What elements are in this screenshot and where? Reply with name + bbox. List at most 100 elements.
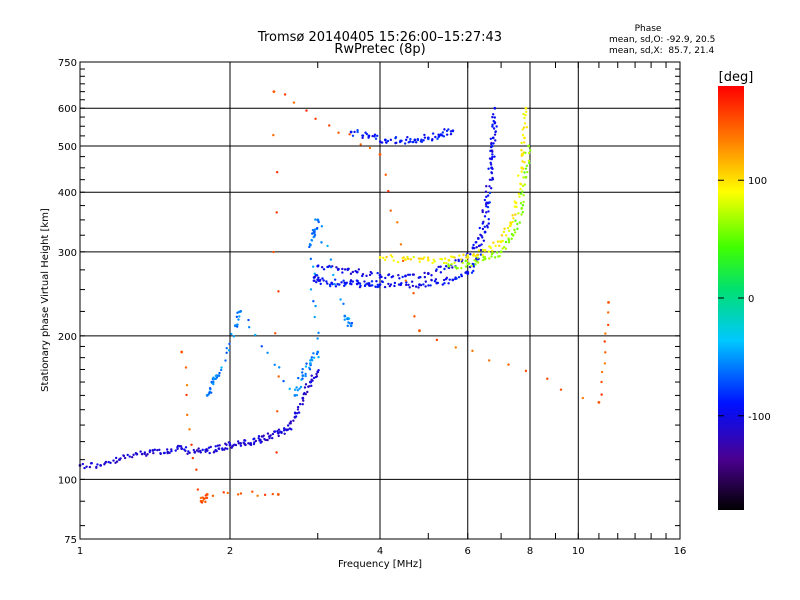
data-point <box>351 270 355 274</box>
data-point <box>485 211 488 214</box>
data-point <box>490 149 494 152</box>
data-point <box>275 451 278 454</box>
data-point <box>411 140 414 144</box>
data-point <box>439 265 442 268</box>
data-point <box>448 278 451 281</box>
data-point <box>221 448 224 451</box>
data-point <box>228 342 231 346</box>
chart-title: Tromsø 20140405 15:26:00–15:27:43 <box>257 30 502 45</box>
data-point <box>204 500 207 504</box>
data-point <box>499 250 503 254</box>
data-point <box>413 138 417 142</box>
data-point <box>381 280 384 284</box>
data-point <box>447 128 450 131</box>
data-point <box>304 365 308 368</box>
data-point <box>244 443 247 447</box>
data-point <box>263 493 267 497</box>
data-point <box>498 254 501 258</box>
data-point <box>301 371 304 374</box>
data-point <box>444 264 448 268</box>
data-point <box>439 271 443 274</box>
data-point <box>445 261 448 265</box>
data-point <box>481 248 485 252</box>
data-point <box>487 359 491 362</box>
data-point <box>130 455 134 459</box>
data-point <box>308 242 312 246</box>
data-point <box>349 130 353 134</box>
data-point <box>490 141 493 145</box>
data-point <box>166 451 169 455</box>
data-point <box>524 106 528 110</box>
data-point <box>293 394 297 397</box>
data-point <box>215 449 218 453</box>
data-point <box>480 243 483 246</box>
data-point <box>358 282 362 285</box>
data-point <box>349 272 353 275</box>
stats-line-x: mean, sd,X: 85.7, 21.4 <box>609 46 715 56</box>
data-point <box>493 133 497 136</box>
data-point <box>404 258 407 261</box>
data-point <box>432 258 435 261</box>
data-point <box>406 273 410 277</box>
data-point <box>523 161 526 164</box>
data-point <box>367 136 370 139</box>
data-point <box>313 228 317 231</box>
data-point <box>107 460 110 464</box>
data-point <box>495 125 498 128</box>
data-point <box>385 255 388 259</box>
chart-subtitle: RwPretec (8p) <box>334 42 425 57</box>
data-point <box>413 315 416 318</box>
data-point <box>228 441 232 445</box>
data-point <box>479 253 483 256</box>
data-point <box>301 403 304 406</box>
data-point <box>333 282 336 286</box>
data-point <box>256 494 259 497</box>
data-point <box>192 448 196 452</box>
data-point <box>419 257 423 260</box>
data-point <box>508 224 512 228</box>
data-point <box>218 444 221 447</box>
data-point <box>504 240 508 244</box>
data-point <box>486 194 490 197</box>
data-point <box>271 436 274 440</box>
data-point <box>356 129 359 132</box>
data-point <box>485 185 488 188</box>
data-point <box>311 232 314 235</box>
data-point <box>364 283 367 286</box>
data-point <box>451 129 455 133</box>
data-point <box>431 261 434 265</box>
data-point <box>406 136 409 139</box>
data-point <box>427 284 430 287</box>
data-point <box>485 205 488 208</box>
data-point <box>348 322 351 325</box>
data-point <box>326 244 329 248</box>
data-point <box>486 205 490 209</box>
data-point <box>341 271 344 274</box>
data-point <box>401 259 405 263</box>
data-point <box>365 132 369 136</box>
data-point <box>141 452 144 456</box>
data-point <box>514 213 517 216</box>
data-point <box>286 424 290 427</box>
y-tick-label: 75 <box>64 535 77 546</box>
data-point <box>337 283 341 286</box>
data-point <box>483 225 487 228</box>
data-point <box>170 448 173 451</box>
data-point <box>465 270 468 274</box>
data-point <box>464 259 467 263</box>
data-point <box>207 446 211 449</box>
data-point <box>519 202 523 205</box>
data-point <box>419 283 423 287</box>
data-point <box>195 468 198 471</box>
data-point <box>274 332 277 335</box>
data-point <box>520 166 524 170</box>
data-point <box>88 465 92 469</box>
data-point <box>202 497 206 500</box>
data-point <box>492 241 495 244</box>
data-point <box>347 317 351 320</box>
data-point <box>282 427 286 430</box>
x-tick-labels: 1 2 4 6 8 10 16 <box>77 546 687 557</box>
data-point <box>397 273 400 277</box>
data-point <box>524 369 528 373</box>
data-point <box>214 445 217 448</box>
